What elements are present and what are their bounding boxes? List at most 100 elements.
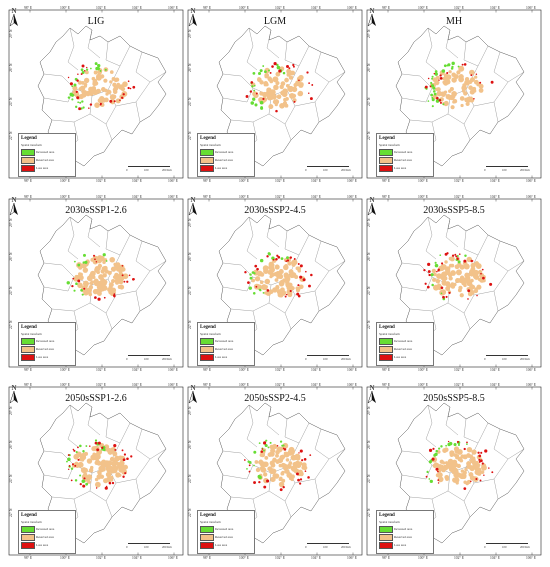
scale-label: 200 Km <box>341 545 351 549</box>
latitude-tick-label: 22° N <box>367 508 371 517</box>
longitude-tick-label: 98° E <box>24 179 33 183</box>
longitude-tick-label: 106° E <box>526 6 536 10</box>
scale-label: 100 <box>144 168 149 172</box>
scale-bar: 0 100 200 Km <box>303 543 353 553</box>
legend-swatch <box>200 534 214 541</box>
scale-label: 0 <box>305 168 307 172</box>
legend-label: Increased area <box>36 149 55 154</box>
longitude-tick-label: 102° E <box>275 195 285 199</box>
longitude-tick-label: 100° E <box>418 368 428 372</box>
prefecture-boundary <box>493 101 499 123</box>
longitude-tick-label: 104° E <box>490 368 500 372</box>
latitude-tick-label: 22° N <box>9 320 13 329</box>
longitude-tick-label: 104° E <box>132 6 142 10</box>
legend-label: Reserved area <box>394 534 412 539</box>
prefecture-boundary <box>445 406 459 436</box>
panel-title: 2030sSSP2-4.5 <box>244 205 306 216</box>
longitude-tick-label: 106° E <box>168 556 178 560</box>
legend-box: Legend Spatial transform Increased area Res… <box>197 133 255 177</box>
panel-title: MH <box>445 16 463 27</box>
prefecture-boundary <box>314 101 320 123</box>
latitude-tick-label: 22° N <box>367 320 371 329</box>
longitude-tick-label: 100° E <box>239 6 249 10</box>
longitude-tick-label: 106° E <box>526 556 536 560</box>
scale-label: 200 Km <box>341 357 351 361</box>
prefecture-boundary <box>425 216 437 260</box>
prefecture-boundary <box>463 41 489 67</box>
prefecture-boundary <box>284 41 310 67</box>
legend-label: Increased area <box>36 338 55 343</box>
loss-area <box>67 64 136 111</box>
longitude-tick-label: 106° E <box>168 368 178 372</box>
legend-box: Legend Spatial transform Increased area Res… <box>376 133 434 177</box>
scale-bar: 0 100 200 Km <box>482 355 532 365</box>
longitude-tick-label: 100° E <box>418 195 428 199</box>
scale-label: 200 Km <box>162 357 172 361</box>
prefecture-boundary <box>67 404 79 448</box>
legend-swatch <box>200 149 214 156</box>
map-canvas <box>366 9 542 179</box>
prefecture-boundary <box>135 240 167 272</box>
prefecture-boundary <box>266 29 280 59</box>
map-frame <box>8 9 184 179</box>
scale-label: 0 <box>484 357 486 361</box>
latitude-tick-label: 24° N <box>367 474 371 483</box>
longitude-tick-label: 104° E <box>132 368 142 372</box>
prefecture-boundary <box>314 290 320 312</box>
legend-swatch <box>200 157 214 164</box>
prefecture-boundary <box>105 41 131 67</box>
prefecture-boundary <box>246 27 258 71</box>
prefecture-boundary <box>445 29 459 59</box>
north-label: N <box>11 384 16 392</box>
prefecture-boundary <box>314 240 346 272</box>
prefecture-boundary <box>67 216 79 260</box>
panel-title: 2050sSSP2-4.5 <box>244 393 306 404</box>
legend-title: Legend <box>200 513 216 518</box>
loss-area <box>244 254 313 298</box>
map-frame <box>187 386 363 556</box>
legend-label: Loss area <box>36 354 49 359</box>
legend-box: Legend Spatial transform Increased area Res… <box>376 510 434 554</box>
longitude-tick-label: 100° E <box>239 556 249 560</box>
map-canvas <box>366 386 542 556</box>
scale-label: 0 <box>305 357 307 361</box>
latitude-tick-label: 22° N <box>367 131 371 140</box>
longitude-tick-label: 100° E <box>418 556 428 560</box>
longitude-tick-label: 102° E <box>275 6 285 10</box>
scale-label: 0 <box>126 357 128 361</box>
legend-label: Loss area <box>215 354 228 359</box>
north-label: N <box>369 384 374 392</box>
legend-swatch <box>21 534 35 541</box>
legend-box: Legend Spatial transform Increased area Res… <box>197 322 255 366</box>
longitude-tick-label: 102° E <box>454 195 464 199</box>
north-arrow-icon: N <box>9 7 18 27</box>
legend-box: Legend Spatial transform Increased area Res… <box>197 510 255 554</box>
longitude-tick-label: 100° E <box>60 195 70 199</box>
prefecture-boundary <box>135 101 141 123</box>
longitude-tick-label: 98° E <box>24 383 33 387</box>
longitude-tick-label: 102° E <box>96 383 106 387</box>
prefecture-boundary <box>67 27 79 71</box>
longitude-tick-label: 106° E <box>526 179 536 183</box>
prefecture-boundary <box>463 418 489 444</box>
latitude-tick-label: 24° N <box>188 286 192 295</box>
longitude-tick-label: 102° E <box>96 556 106 560</box>
legend-swatch <box>379 149 393 156</box>
longitude-tick-label: 104° E <box>311 179 321 183</box>
north-label: N <box>11 196 16 204</box>
longitude-tick-label: 102° E <box>96 195 106 199</box>
legend-title: Legend <box>379 325 395 330</box>
map-canvas <box>8 198 184 368</box>
increased-area <box>424 61 460 108</box>
north-arrow-icon: N <box>367 7 376 27</box>
legend-subtitle: Spatial transform <box>200 143 221 147</box>
map-canvas <box>8 386 184 556</box>
prefecture-boundary <box>463 312 471 330</box>
longitude-tick-label: 106° E <box>168 195 178 199</box>
legend-title: Legend <box>379 513 395 518</box>
scale-label: 100 <box>323 168 328 172</box>
legend-swatch <box>379 526 393 533</box>
prefecture-boundary <box>314 428 346 460</box>
prefecture-boundary <box>105 418 131 444</box>
map-frame <box>187 9 363 179</box>
